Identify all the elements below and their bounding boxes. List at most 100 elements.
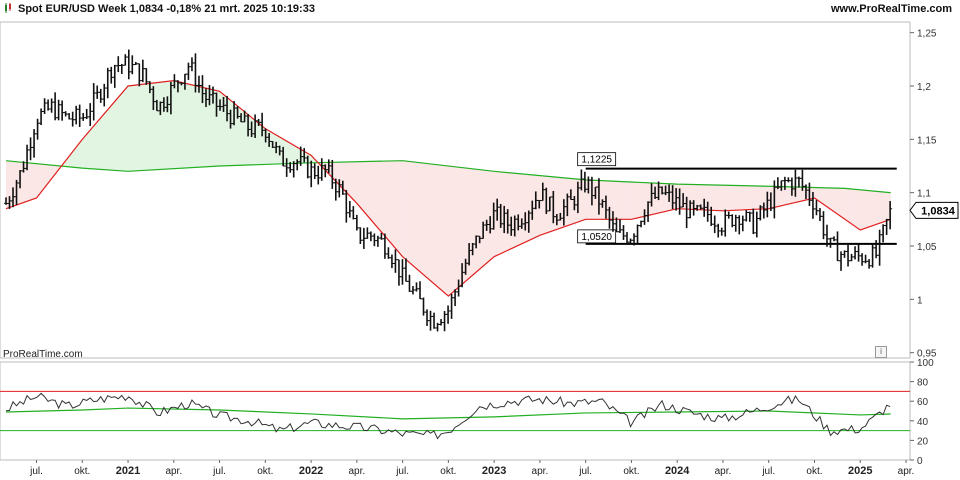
ma-fill-segment <box>879 191 884 224</box>
ma-fill-segment <box>147 83 151 171</box>
ma-fill-segment <box>631 182 636 220</box>
ma-fill-segment <box>787 186 792 205</box>
x-tick-label: okt. <box>440 466 456 477</box>
ma-fill-segment <box>448 166 453 297</box>
ma-fill-segment <box>883 191 887 222</box>
ma-fill-segment <box>375 161 380 230</box>
ma-fill-segment <box>745 185 750 210</box>
ma-fill-segment <box>292 144 296 164</box>
ma-fill-segment <box>368 161 373 222</box>
ma-fill-segment <box>642 182 647 217</box>
watermark: ProRealTime.com <box>3 349 83 360</box>
ma-fill-segment <box>394 160 399 253</box>
ma-fill-segment <box>433 164 437 287</box>
ma-fill-segment <box>593 180 598 220</box>
ma-fill-segment <box>204 87 209 167</box>
ma-fill-segment <box>402 160 407 260</box>
ma-fill-segment <box>128 85 132 172</box>
ma-fill-segment <box>288 142 293 164</box>
x-tick-label: okt. <box>257 466 273 477</box>
ma-fill-segment <box>25 162 29 202</box>
ma-fill-segment <box>421 162 426 277</box>
x-tick-label: 2022 <box>299 465 323 477</box>
ma-fill-segment <box>722 185 727 211</box>
ma-fill-segment <box>417 162 422 274</box>
ma-fill-segment <box>494 171 498 257</box>
ma-fill-segment <box>284 139 289 164</box>
ma-fill-segment <box>105 108 109 170</box>
ma-fill-segment <box>28 162 33 201</box>
ma-fill-segment <box>383 161 388 239</box>
ma-fill-segment <box>490 170 495 260</box>
ma-fill-segment <box>558 177 563 229</box>
ma-fill-segment <box>166 81 170 170</box>
ma-fill-segment <box>97 117 102 170</box>
ma-fill-segment <box>398 160 403 257</box>
x-tick-label: apr. <box>165 466 182 477</box>
ma-fill-segment <box>757 186 762 210</box>
ma-fill-segment <box>234 103 239 166</box>
x-tick-label: okt. <box>74 466 90 477</box>
level-label: 1,0520 <box>581 232 612 243</box>
osc-y-tick-label: 20 <box>917 436 929 447</box>
ma-fill-segment <box>372 161 376 226</box>
ma-fill-segment <box>181 82 186 169</box>
ma-fill-segment <box>661 183 666 213</box>
ma-fill-segment <box>32 163 37 200</box>
ma-fill-segment <box>612 181 617 220</box>
source-label: www.ProRealTime.com <box>830 3 952 15</box>
ma-fill-segment <box>864 190 868 229</box>
ma-fill-segment <box>189 84 193 168</box>
level-label: 1,1225 <box>581 155 612 166</box>
ma-fill-segment <box>406 161 411 264</box>
ma-fill-segment <box>619 181 624 220</box>
price-panel-frame <box>0 21 911 359</box>
ma-fill-segment <box>124 86 129 172</box>
ma-fill-segment <box>242 110 247 166</box>
ma-fill-segment <box>414 162 418 270</box>
x-tick-label: apr. <box>715 466 732 477</box>
ma-fill-segment <box>783 186 788 206</box>
level-label-box <box>577 152 617 167</box>
ma-fill-segment <box>353 161 357 204</box>
ma-fill-segment <box>36 163 41 198</box>
x-tick-label: jul. <box>761 466 775 477</box>
ma-fill-segment <box>520 173 525 245</box>
ma-fill-segment <box>627 181 632 220</box>
y-tick-label: 0,95 <box>917 349 937 360</box>
ma-fill-segment <box>192 85 197 168</box>
ma-fill-segment <box>452 166 456 293</box>
x-tick-label: okt. <box>806 466 822 477</box>
ma-fill-segment <box>108 103 113 171</box>
x-tick-label: apr. <box>349 466 366 477</box>
ma-fill-segment <box>776 186 781 207</box>
x-tick-label: 2021 <box>116 465 140 477</box>
info-icon[interactable]: i <box>875 346 887 358</box>
ma-fill-segment <box>822 187 826 206</box>
y-tick-label: 1,2 <box>917 82 931 93</box>
ma-fill-segment <box>131 85 136 172</box>
ma-fill-segment <box>177 81 182 169</box>
ma-fill-segment <box>848 188 853 225</box>
x-tick-label: 2024 <box>665 465 690 477</box>
ma-fill-segment <box>715 185 720 211</box>
y-tick-label: 1,05 <box>917 242 937 253</box>
ma-fill-segment <box>734 185 739 211</box>
ma-fill-segment <box>749 185 754 210</box>
x-tick-label: 2023 <box>482 465 506 477</box>
ma-fill-segment <box>120 90 125 172</box>
x-tick-label: jul. <box>395 466 409 477</box>
ma-fill-segment <box>444 165 449 297</box>
osc-average-line <box>5 407 891 420</box>
ma-fill-segment <box>425 163 430 280</box>
ma-fill-segment <box>841 188 845 220</box>
x-tick-label: apr. <box>532 466 549 477</box>
ma-fill-segment <box>532 174 537 239</box>
ma-fill-segment <box>51 165 56 179</box>
ma-fill-segment <box>345 161 350 196</box>
y-tick-label: 1,1 <box>917 189 931 200</box>
ma-fill-segment <box>509 172 514 250</box>
ma-fill-segment <box>818 187 823 204</box>
x-tick-label: okt. <box>623 466 639 477</box>
ma-fill-segment <box>829 187 834 212</box>
